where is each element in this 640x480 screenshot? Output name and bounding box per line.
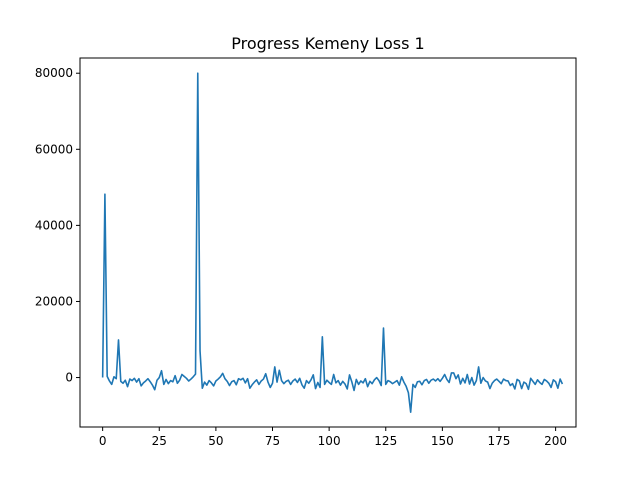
x-axis: 0 25 50 75 100 125 150 175 200 (99, 427, 567, 448)
x-tick-label: 200 (544, 434, 567, 448)
x-tick-label: 50 (208, 434, 223, 448)
y-tick-label: 20000 (35, 294, 73, 308)
plot-area (101, 72, 564, 413)
chart-title: Progress Kemeny Loss 1 (231, 34, 424, 53)
x-tick-label: 100 (318, 434, 341, 448)
y-tick-label: 40000 (35, 218, 73, 232)
y-tick-label: 80000 (35, 66, 73, 80)
x-tick-label: 25 (152, 434, 167, 448)
x-tick-label: 175 (488, 434, 511, 448)
x-tick-label: 75 (265, 434, 280, 448)
x-tick-label: 125 (374, 434, 397, 448)
y-axis: 0 20000 40000 60000 80000 (35, 66, 80, 385)
series-line-0 (101, 72, 564, 413)
y-tick-label: 60000 (35, 142, 73, 156)
y-tick-label: 0 (65, 371, 73, 385)
x-tick-label: 0 (99, 434, 107, 448)
x-tick-label: 150 (431, 434, 454, 448)
axes-frame (79, 57, 577, 428)
